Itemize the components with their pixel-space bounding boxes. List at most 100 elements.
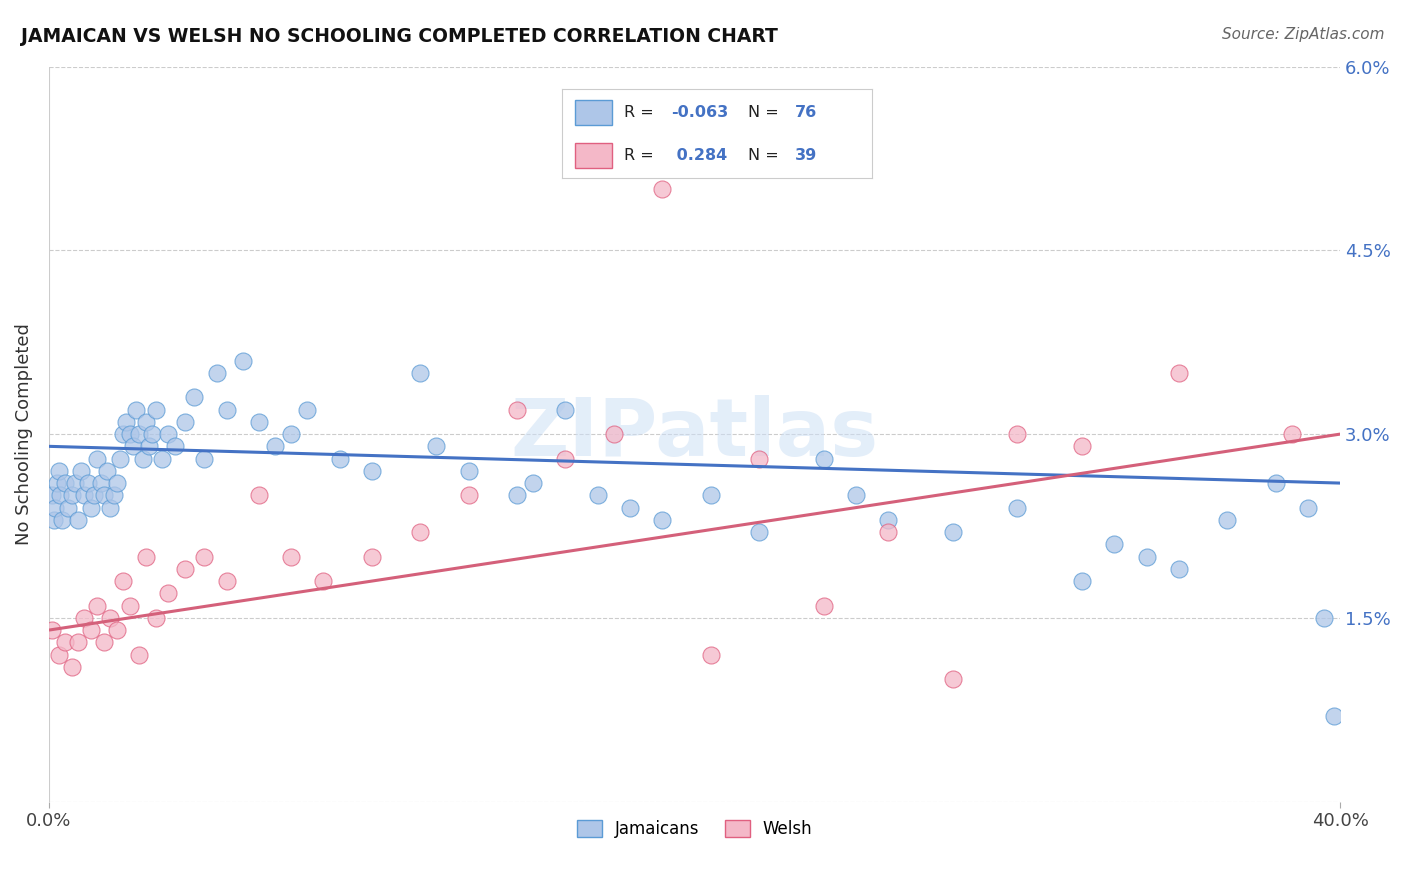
Point — [603, 427, 626, 442]
Point — [173, 415, 195, 429]
Point — [128, 427, 150, 442]
Point — [60, 488, 83, 502]
Point — [86, 451, 108, 466]
Point — [108, 451, 131, 466]
Point — [173, 562, 195, 576]
Point — [247, 488, 270, 502]
Point — [1323, 708, 1346, 723]
Text: R =: R = — [624, 105, 654, 120]
Point — [163, 439, 186, 453]
Point — [942, 672, 965, 686]
FancyBboxPatch shape — [575, 100, 612, 125]
Point — [118, 427, 141, 442]
Point — [66, 635, 89, 649]
Point — [1007, 427, 1029, 442]
Point — [115, 415, 138, 429]
Point — [457, 488, 479, 502]
Point — [845, 488, 868, 502]
Point — [877, 513, 900, 527]
Point — [131, 451, 153, 466]
Point — [125, 402, 148, 417]
Point — [193, 451, 215, 466]
Point — [1216, 513, 1239, 527]
Point — [1281, 427, 1303, 442]
Point — [135, 415, 157, 429]
Point — [157, 427, 180, 442]
Point — [80, 623, 103, 637]
Point — [619, 500, 641, 515]
Point — [105, 476, 128, 491]
Point — [48, 464, 70, 478]
Point — [73, 611, 96, 625]
Point — [506, 488, 529, 502]
Point — [183, 390, 205, 404]
Text: N =: N = — [748, 148, 779, 162]
Point — [48, 648, 70, 662]
Point — [93, 488, 115, 502]
Point — [360, 464, 382, 478]
Text: ZIPatlas: ZIPatlas — [510, 395, 879, 473]
Point — [748, 525, 770, 540]
Point — [1071, 574, 1094, 588]
Point — [66, 513, 89, 527]
Point — [135, 549, 157, 564]
Point — [522, 476, 544, 491]
Point — [1313, 611, 1336, 625]
Point — [1296, 500, 1319, 515]
Point — [86, 599, 108, 613]
Point — [53, 476, 76, 491]
Point — [232, 353, 254, 368]
Point — [58, 500, 80, 515]
Legend: Jamaicans, Welsh: Jamaicans, Welsh — [569, 814, 820, 845]
Point — [98, 611, 121, 625]
Point — [425, 439, 447, 453]
Text: R =: R = — [624, 148, 654, 162]
Point — [554, 451, 576, 466]
Point — [193, 549, 215, 564]
Text: N =: N = — [748, 105, 779, 120]
Point — [877, 525, 900, 540]
Text: 76: 76 — [794, 105, 817, 120]
Point — [83, 488, 105, 502]
FancyBboxPatch shape — [575, 143, 612, 168]
Text: JAMAICAN VS WELSH NO SCHOOLING COMPLETED CORRELATION CHART: JAMAICAN VS WELSH NO SCHOOLING COMPLETED… — [21, 27, 778, 45]
Point — [409, 366, 432, 380]
Point — [409, 525, 432, 540]
Point — [80, 500, 103, 515]
Text: -0.063: -0.063 — [671, 105, 728, 120]
Point — [700, 648, 723, 662]
Point — [264, 439, 287, 453]
Point — [138, 439, 160, 453]
Text: Source: ZipAtlas.com: Source: ZipAtlas.com — [1222, 27, 1385, 42]
Point — [44, 500, 66, 515]
Point — [1167, 562, 1189, 576]
Point — [1007, 500, 1029, 515]
Point — [41, 623, 63, 637]
Point — [46, 476, 69, 491]
Point — [813, 599, 835, 613]
Point — [141, 427, 163, 442]
Point — [328, 451, 350, 466]
Point — [1167, 366, 1189, 380]
Y-axis label: No Schooling Completed: No Schooling Completed — [15, 323, 32, 545]
Point — [42, 513, 65, 527]
Point — [150, 451, 173, 466]
Point — [93, 635, 115, 649]
Point — [1071, 439, 1094, 453]
Point — [105, 623, 128, 637]
Point — [297, 402, 319, 417]
Point — [215, 402, 238, 417]
Point — [63, 476, 86, 491]
Point — [90, 476, 112, 491]
Point — [700, 488, 723, 502]
Point — [554, 402, 576, 417]
Point — [122, 439, 145, 453]
Point — [813, 451, 835, 466]
Point — [112, 574, 135, 588]
Point — [70, 464, 93, 478]
Point — [98, 500, 121, 515]
Point — [457, 464, 479, 478]
Point — [280, 427, 302, 442]
Point — [651, 182, 673, 196]
Point — [205, 366, 228, 380]
